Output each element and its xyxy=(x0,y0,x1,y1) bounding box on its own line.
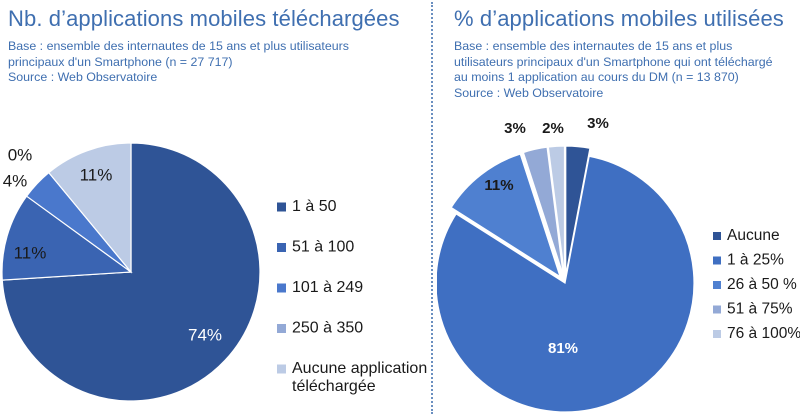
left-chart-title: Nb. d’applications mobiles téléchargées xyxy=(8,6,400,31)
right-pie-slice-4 xyxy=(522,146,564,276)
right-chart-subtitle: Base : ensemble des internautes de 15 an… xyxy=(454,39,773,100)
right-legend-swatch-2 xyxy=(713,256,721,265)
left-pie-slice-5 xyxy=(47,142,132,274)
right-legend-label-1: Aucune xyxy=(727,227,780,244)
left-slice-label-3: 4% xyxy=(3,171,28,190)
right-legend-swatch-4 xyxy=(713,305,721,314)
left-legend-swatch-3 xyxy=(277,283,286,293)
panel-divider xyxy=(431,2,433,414)
right-pie-slice-5 xyxy=(547,145,566,276)
left-legend-label-5: Aucune application xyxy=(292,360,427,377)
right-chart-title: % d’applications mobiles utilisées xyxy=(454,6,784,31)
left-legend-label-2: 51 à 100 xyxy=(292,239,354,256)
left-chart-subtitle: Base : ensemble des internautes de 15 an… xyxy=(8,39,349,84)
left-legend-label-4: 250 à 350 xyxy=(292,320,363,337)
right-pie-slice-2 xyxy=(437,155,695,413)
left-pie-slice-2 xyxy=(1,195,133,281)
right-legend-label-4: 51 à 75% xyxy=(727,301,793,318)
right-chart-panel: 3% 81% 11% 3% 2% Aucune 1 à 25% 26 à 50 % 51 à 7… xyxy=(437,0,800,419)
right-pie-chart: 3% 81% 11% 3% 2% Aucune 1 à 25% 26 à 50 % 51 à 7… xyxy=(437,115,800,413)
left-legend-swatch-2 xyxy=(277,243,286,252)
right-slice-label-3: 11% xyxy=(484,177,513,194)
left-pie-chart: 74% 11% 4% 0% 11% 1 à 50 51 à 100 101 à 249 250 … xyxy=(1,142,427,402)
left-slice-label-1: 74% xyxy=(188,325,222,344)
right-legend-label-2: 1 à 25% xyxy=(727,252,784,269)
right-legend-label-5: 76 à 100% xyxy=(727,325,800,342)
left-legend-label-3: 101 à 249 xyxy=(292,279,363,296)
right-legend-swatch-3 xyxy=(713,281,721,289)
left-legend-label-5: téléchargée xyxy=(292,378,376,395)
left-slice-label-4: 0% xyxy=(8,145,33,164)
left-legend-label-1: 1 à 50 xyxy=(292,198,337,215)
right-slice-label-4: 3% xyxy=(504,120,526,137)
left-chart-panel: 74% 11% 4% 0% 11% 1 à 50 51 à 100 101 à 249 250 … xyxy=(1,6,427,402)
right-pie-slice-3 xyxy=(450,153,562,279)
left-legend-swatch-5 xyxy=(277,364,286,374)
right-slice-label-5: 2% xyxy=(542,120,564,137)
left-slice-label-2: 11% xyxy=(14,243,47,262)
right-pie-slice-1 xyxy=(565,145,591,276)
right-legend-swatch-5 xyxy=(713,330,721,338)
left-legend-swatch-1 xyxy=(277,202,286,212)
left-slice-label-5: 11% xyxy=(80,165,113,184)
left-legend-swatch-4 xyxy=(277,324,286,333)
right-slice-label-1: 3% xyxy=(587,115,609,132)
right-legend-label-3: 26 à 50 % xyxy=(727,276,797,293)
right-slice-label-2: 81% xyxy=(548,340,578,357)
right-legend-swatch-1 xyxy=(713,232,721,240)
